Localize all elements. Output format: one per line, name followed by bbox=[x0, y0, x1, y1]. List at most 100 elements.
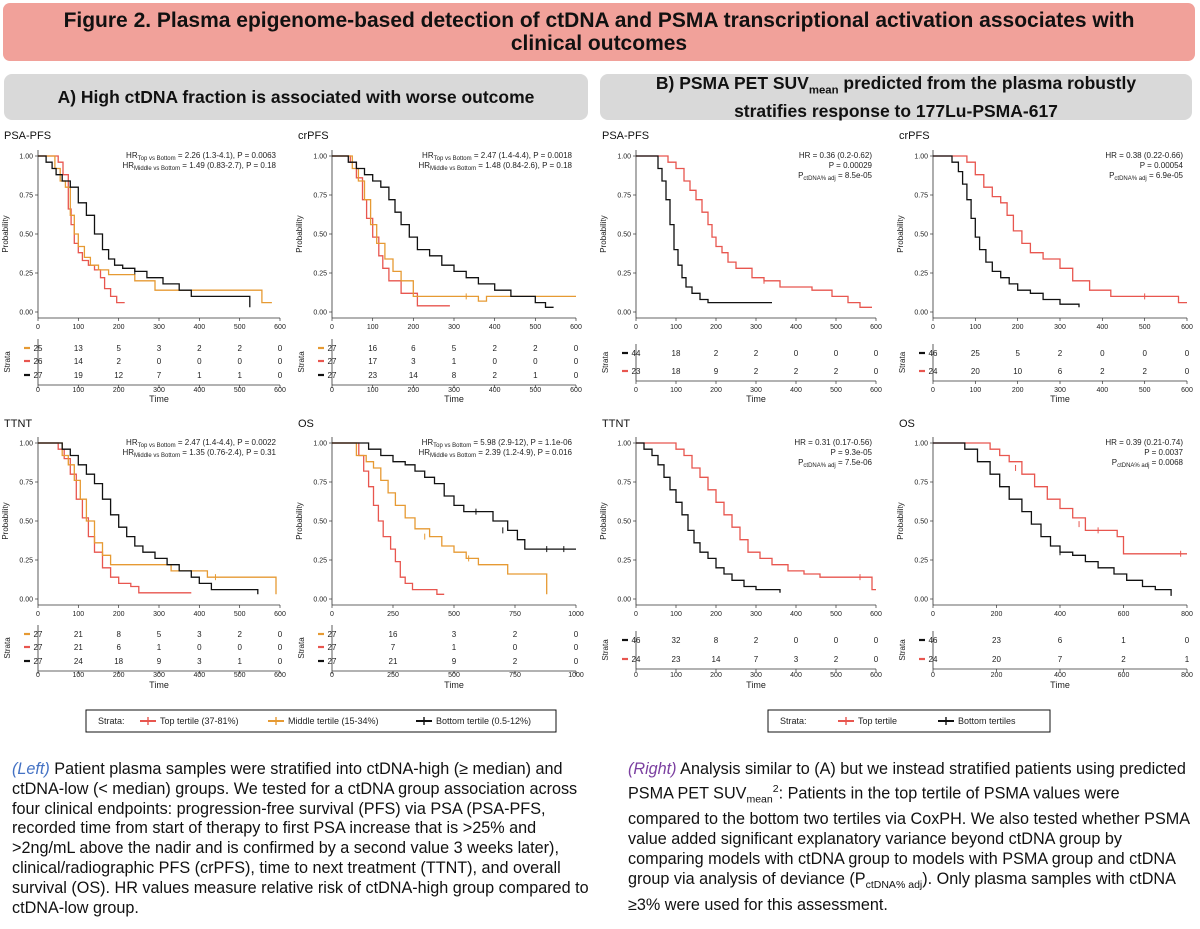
km-curve-bottom-tertiles bbox=[933, 155, 1080, 308]
x-tick-label: 0 bbox=[330, 324, 334, 331]
annotation-main: HR = 0.36 (0.2-0.62) bbox=[799, 151, 872, 160]
panel-title: crPFS bbox=[298, 130, 329, 142]
risk-x-tick-label: 400 bbox=[193, 387, 205, 394]
km-curve-middle-tertile bbox=[38, 442, 277, 595]
risk-x-tick-label: 600 bbox=[1181, 387, 1193, 394]
risk-x-tick-label: 750 bbox=[509, 672, 521, 679]
x-tick-label: 200 bbox=[113, 611, 125, 618]
risk-count: 2 bbox=[1121, 655, 1126, 664]
y-tick-label: 1.00 bbox=[313, 441, 327, 448]
y-tick-label: 0.00 bbox=[617, 310, 631, 317]
risk-count: 0 bbox=[1100, 349, 1105, 358]
y-tick-label: 0.00 bbox=[914, 597, 928, 604]
risk-count: 0 bbox=[278, 344, 283, 353]
risk-count: 14 bbox=[712, 655, 721, 664]
hr-annotation: PctDNA% adj = 8.5e-05 bbox=[798, 171, 872, 182]
km-curve-top-tertile bbox=[332, 155, 450, 307]
x-tick-label: 0 bbox=[634, 611, 638, 618]
risk-count: 18 bbox=[672, 349, 681, 358]
strata-label: Strata bbox=[297, 637, 306, 659]
risk-count: 27 bbox=[328, 630, 337, 639]
risk-count: 23 bbox=[368, 371, 377, 380]
x-tick-label: 200 bbox=[113, 324, 125, 331]
risk-count: 5 bbox=[116, 344, 121, 353]
y-axis-label: Probability bbox=[295, 502, 304, 539]
annotation-main: P = 9.3e-05 bbox=[831, 448, 873, 457]
risk-x-tick-label: 100 bbox=[969, 387, 981, 394]
y-axis-label: Probability bbox=[896, 502, 905, 539]
x-tick-label: 300 bbox=[1054, 324, 1066, 331]
risk-count: 2 bbox=[197, 344, 202, 353]
x-tick-label: 200 bbox=[1012, 324, 1024, 331]
risk-x-tick-label: 0 bbox=[36, 387, 40, 394]
x-tick-label: 200 bbox=[710, 324, 722, 331]
annotation-main: HR bbox=[126, 438, 138, 447]
x-tick-label: 400 bbox=[1054, 611, 1066, 618]
x-tick-label: 600 bbox=[274, 324, 286, 331]
risk-count: 0 bbox=[1185, 367, 1190, 376]
risk-x-tick-label: 800 bbox=[1181, 672, 1193, 679]
risk-count: 2 bbox=[714, 349, 719, 358]
risk-count: 0 bbox=[278, 657, 283, 666]
km-curve-top-tertile bbox=[636, 442, 876, 591]
risk-count: 1 bbox=[452, 357, 457, 366]
risk-x-tick-label: 500 bbox=[234, 672, 246, 679]
risk-count: 2 bbox=[754, 367, 759, 376]
risk-count: 0 bbox=[278, 357, 283, 366]
risk-count: 17 bbox=[368, 357, 377, 366]
risk-x-tick-label: 200 bbox=[710, 672, 722, 679]
risk-count: 7 bbox=[1058, 655, 1063, 664]
risk-count: 24 bbox=[74, 657, 83, 666]
annotation-value: = 2.39 (1.2-4.9), P = 0.016 bbox=[476, 448, 572, 457]
annotation-main: P bbox=[1109, 171, 1114, 180]
risk-count: 2 bbox=[492, 344, 497, 353]
annotation-main: HR bbox=[422, 151, 434, 160]
risk-count: 3 bbox=[411, 357, 416, 366]
risk-count: 6 bbox=[116, 643, 121, 652]
annotation-value: = 5.98 (2.9-12), P = 1.1e-06 bbox=[471, 438, 572, 447]
risk-count: 0 bbox=[278, 630, 283, 639]
x-tick-label: 750 bbox=[509, 611, 521, 618]
hr-annotation: HR = 0.38 (0.22-0.66) bbox=[1105, 151, 1183, 160]
y-tick-label: 0.50 bbox=[617, 519, 631, 526]
legend-label: Top tertile bbox=[858, 716, 897, 726]
y-tick-label: 0.00 bbox=[313, 597, 327, 604]
legend-label: Top tertile (37-81%) bbox=[160, 716, 239, 726]
legend-label: Bottom tertiles bbox=[958, 716, 1016, 726]
annotation-subscript: Middle vs Bottom bbox=[134, 453, 180, 459]
risk-count: 3 bbox=[197, 630, 202, 639]
annotation-value: = 1.48 (0.84-2.6), P = 0.18 bbox=[476, 161, 572, 170]
risk-count: 16 bbox=[389, 630, 398, 639]
risk-x-tick-label: 400 bbox=[193, 672, 205, 679]
y-tick-label: 0.25 bbox=[914, 271, 928, 278]
x-tick-label: 0 bbox=[634, 324, 638, 331]
x-axis-label: Time bbox=[444, 394, 464, 404]
caption-right-sup: 2 bbox=[772, 782, 779, 795]
hr-annotation: P = 0.00054 bbox=[1140, 161, 1184, 170]
annotation-subscript: Top vs Bottom bbox=[433, 443, 471, 449]
figure-title-text: Figure 2. Plasma epigenome-based detecti… bbox=[63, 9, 1135, 55]
risk-count: 20 bbox=[992, 655, 1001, 664]
risk-x-tick-label: 600 bbox=[870, 672, 882, 679]
risk-count: 2 bbox=[237, 630, 242, 639]
risk-count: 0 bbox=[492, 357, 497, 366]
hr-annotation: P = 9.3e-05 bbox=[831, 448, 873, 457]
risk-count: 19 bbox=[74, 371, 83, 380]
risk-x-tick-label: 300 bbox=[153, 672, 165, 679]
risk-count: 2 bbox=[754, 349, 759, 358]
risk-x-tick-label: 200 bbox=[710, 387, 722, 394]
km-curve-bottom-tertiles bbox=[636, 442, 781, 593]
risk-x-tick-label: 0 bbox=[931, 672, 935, 679]
risk-count: 3 bbox=[157, 344, 162, 353]
annotation-main: HR = 0.39 (0.21-0.74) bbox=[1105, 438, 1183, 447]
x-tick-label: 300 bbox=[153, 611, 165, 618]
annotation-subscript: Top vs Bottom bbox=[138, 156, 176, 162]
risk-count: 0 bbox=[794, 349, 799, 358]
risk-count: 0 bbox=[278, 643, 283, 652]
annotation-main: HR bbox=[122, 448, 134, 457]
x-tick-label: 600 bbox=[870, 324, 882, 331]
y-tick-label: 0.00 bbox=[19, 597, 33, 604]
risk-count: 27 bbox=[328, 357, 337, 366]
x-tick-label: 0 bbox=[36, 611, 40, 618]
risk-count: 24 bbox=[929, 367, 938, 376]
